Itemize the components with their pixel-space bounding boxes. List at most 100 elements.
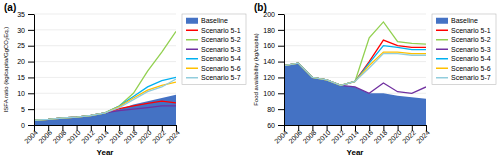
x-tick-label: 2014 [94,129,110,145]
legend-label: Baseline [201,17,228,24]
legend-swatch [436,58,448,60]
panel-title: (a) [4,2,16,13]
legend-swatch [186,30,198,32]
x-tick-label: 2012 [80,129,96,145]
y-tick: 35 [17,11,34,18]
plot-area [284,22,426,125]
grid [284,14,426,125]
x-tick: 2014 [344,125,360,145]
legend-frame [432,14,496,85]
line [34,77,176,120]
y-tick-label: 100 [263,90,275,97]
x-axis: 2004200620082010201220142016201820202022… [23,125,181,145]
y-axis: 0 5 10 15 20 25 30 35 [17,11,34,129]
legend-item: Scenario 5-4 [186,55,241,62]
legend-swatch [436,30,448,32]
x-tick-label: 2018 [122,129,138,145]
legend-item: Scenario 5-7 [186,74,241,81]
line [284,22,426,85]
y-tick-mark [28,109,34,110]
y-tick-label: 35 [17,11,25,18]
legend-swatch [436,18,448,24]
legend-label: Scenario 5-2 [451,36,491,43]
grid-line [34,77,176,78]
y-axis-title: Food availability (kg/capita) [253,33,259,106]
x-tick-label: 2010 [316,129,332,145]
y-tick-mark [28,77,34,78]
x-tick-label: 2018 [372,129,388,145]
legend-label: Scenario 5-1 [451,27,491,34]
y-tick-label: 30 [17,27,25,34]
y-tick: 10 [17,90,34,97]
y-tick: 140 [263,58,284,65]
x-tick: 2014 [94,125,110,145]
legend-label: Scenario 5-3 [201,46,241,53]
grid-line [284,14,426,15]
x-tick: 2022 [401,125,417,145]
x-tick-label: 2024 [415,129,431,145]
legend-item: Scenario 5-6 [186,65,241,72]
line [284,40,426,85]
legend-label: Baseline [451,17,478,24]
x-tick: 2016 [108,125,124,145]
y-tick-label: 15 [17,74,25,81]
grid-line [34,45,176,46]
x-tick: 2008 [301,125,317,145]
y-tick-label: 10 [17,90,25,97]
x-tick-label: 2004 [23,129,39,145]
y-tick-mark [278,109,284,110]
x-tick-label: 2022 [151,129,167,145]
line [284,46,426,86]
legend-frame [182,14,246,85]
x-tick-label: 2012 [330,129,346,145]
y-tick-mark [278,62,284,63]
x-tick-label: 2006 [287,129,303,145]
legend-label: Scenario 5-4 [451,55,491,62]
grid-line [34,29,176,30]
x-tick: 2024 [165,125,181,145]
legend-label: Scenario 5-6 [201,65,241,72]
y-tick: 20 [17,58,34,65]
y-tick: 25 [17,42,34,49]
legend-label: Scenario 5-3 [451,46,491,53]
legend-item: Scenario 5-3 [186,46,241,53]
plot-area [34,31,176,125]
legend: BaselineScenario 5-1Scenario 5-2Scenario… [182,14,246,85]
y-tick: 15 [17,74,34,81]
y-tick-mark [278,30,284,31]
legend-item: Scenario 5-6 [436,65,491,72]
x-tick-label: 2020 [137,129,153,145]
area [284,63,426,125]
y-axis-line [34,15,35,126]
x-tick: 2020 [137,125,153,145]
legend-swatch [186,58,198,60]
y-tick: 80 [267,106,284,113]
legend-swatch [436,49,448,51]
x-tick: 2018 [122,125,138,145]
line [284,52,426,85]
line [34,79,176,120]
y-axis-title: ISFA ratio (kg/capita/GgCO₂Eq.) [3,27,9,113]
y-tick-mark [28,125,34,126]
y-tick-mark [28,30,34,31]
x-tick: 2024 [415,125,431,145]
legend-item: Baseline [186,17,228,24]
y-tick-mark [28,14,34,15]
y-tick: 0 [21,122,34,129]
line [34,82,176,120]
panel: 2004200620082010201220142016201820202022… [253,2,496,157]
y-tick-label: 140 [263,58,275,65]
y-tick-mark [278,46,284,47]
y-tick: 5 [21,106,34,113]
x-tick-label: 2008 [51,129,67,145]
x-tick-label: 2024 [165,129,181,145]
x-tick: 2012 [330,125,346,145]
x-tick: 2016 [358,125,374,145]
x-axis-title: Year [97,148,114,157]
panel: 2004200620082010201220142016201820202022… [3,2,246,157]
y-tick-label: 120 [263,74,275,81]
legend-swatch [436,39,448,41]
x-tick-label: 2004 [273,129,289,145]
grid [34,14,176,125]
y-tick-label: 80 [267,106,275,113]
